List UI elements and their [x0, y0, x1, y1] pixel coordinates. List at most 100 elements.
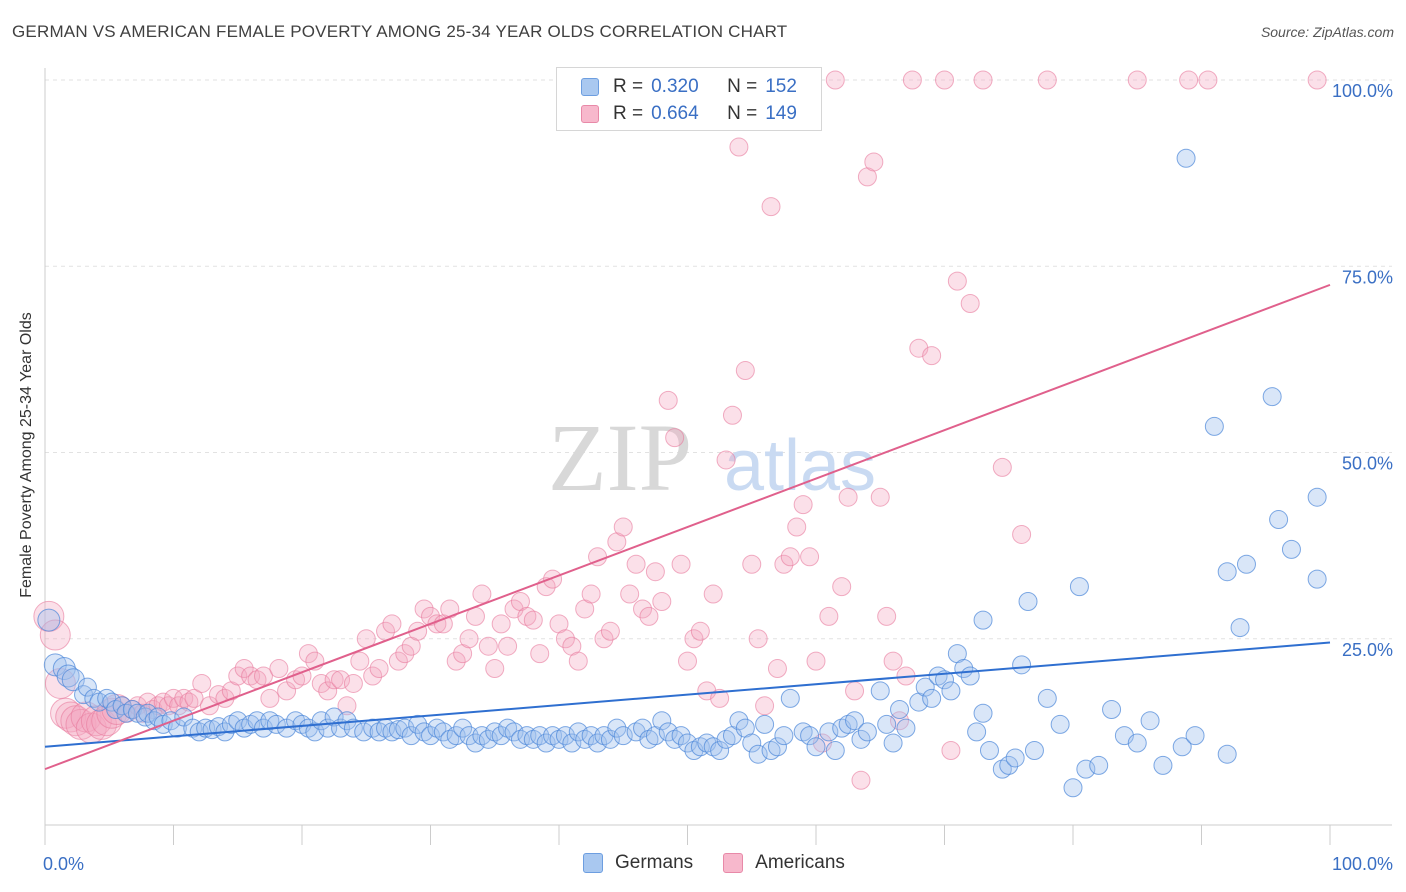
germans-point: [883, 733, 903, 753]
germans-point: [1012, 655, 1032, 675]
americans-point: [665, 428, 685, 448]
americans-point: [1012, 524, 1032, 544]
germans-point: [755, 714, 775, 734]
germans-point: [716, 729, 736, 749]
germans-trend-line: [44, 641, 1331, 748]
germans-point: [678, 733, 697, 753]
americans-point: [825, 70, 845, 90]
americans-point: [555, 629, 575, 649]
germans-point: [600, 729, 620, 749]
germans-point: [729, 711, 749, 731]
americans-point: [716, 450, 736, 470]
germans-point: [1005, 748, 1025, 768]
americans-point: [947, 271, 967, 291]
americans-point: [851, 770, 871, 790]
americans-point: [459, 629, 479, 649]
americans-point: [1179, 70, 1199, 90]
legend-r-value: 0.664: [651, 103, 699, 124]
germans-point: [890, 700, 910, 720]
americans-point: [350, 651, 370, 671]
americans-point: [864, 152, 884, 172]
legend-r-label: R =: [613, 76, 644, 97]
germans-point: [1262, 387, 1282, 407]
americans-point: [626, 554, 646, 574]
americans-point: [639, 606, 659, 626]
legend-n-label: N =: [727, 103, 758, 124]
americans-point: [440, 599, 460, 619]
americans-trend-line: [44, 283, 1331, 771]
germans-point: [780, 688, 800, 708]
americans-point: [600, 621, 620, 641]
germans-point: [485, 722, 505, 742]
germans-point: [748, 744, 768, 764]
legend-swatch-germans: [581, 78, 599, 96]
germans-point: [1069, 577, 1089, 597]
germans-point: [260, 711, 280, 731]
americans-point: [498, 636, 518, 656]
americans-point: [787, 517, 807, 537]
germans-point: [1172, 737, 1192, 757]
legend-r-label: R =: [613, 103, 644, 124]
americans-point: [311, 673, 331, 693]
americans-point: [388, 651, 408, 671]
americans-point: [742, 554, 762, 574]
americans-point: [690, 621, 710, 641]
legend-n-value: 149: [765, 103, 797, 124]
americans-point: [485, 659, 505, 679]
germans-point: [665, 729, 685, 749]
germans-point: [562, 733, 582, 753]
germans-point: [639, 729, 659, 749]
americans-point: [179, 692, 199, 712]
germans-point: [857, 722, 877, 742]
germans-point: [1204, 416, 1224, 436]
germans-point: [652, 711, 672, 731]
americans-point: [613, 517, 633, 537]
americans-point: [369, 659, 389, 679]
germans-point: [742, 733, 762, 753]
germans-point: [555, 726, 575, 746]
germans-point: [472, 726, 492, 746]
americans-point: [883, 651, 903, 671]
germans-point: [1089, 755, 1109, 775]
germans-point: [1050, 714, 1070, 734]
germans-point: [343, 718, 363, 738]
germans-point: [1018, 592, 1038, 611]
germans-point: [973, 703, 993, 723]
americans-point: [755, 696, 775, 716]
germans-point: [1217, 744, 1237, 764]
bottom-legend: Germans Americans: [583, 852, 875, 874]
germans-point: [1281, 539, 1301, 559]
germans-point: [408, 714, 428, 734]
germans-point: [478, 729, 498, 749]
trend-lines: [44, 283, 1331, 771]
americans-point: [318, 681, 338, 701]
bottom-legend-americans: Americans: [723, 852, 845, 874]
y-tick-label: 25.0%: [1342, 640, 1393, 660]
legend-n-value: 152: [765, 76, 797, 97]
germans-point: [77, 677, 97, 697]
americans-point: [174, 688, 194, 708]
germans-point: [1236, 554, 1256, 574]
x-tick-label: 0.0%: [43, 854, 84, 874]
americans-point: [935, 70, 954, 90]
germans-point: [710, 741, 730, 760]
germans-point: [967, 722, 987, 742]
americans-point: [832, 577, 852, 597]
americans-point: [324, 670, 344, 690]
germans-point: [806, 737, 826, 757]
germans-point: [305, 722, 325, 742]
germans-point: [1024, 741, 1044, 760]
americans-point: [337, 696, 357, 716]
tick-labels: 25.0% 50.0% 75.0% 100.0% 0.0% 100.0%: [43, 81, 1393, 874]
source-label: Source: ZipAtlas.com: [1260, 24, 1394, 40]
germans-point: [1230, 618, 1250, 638]
americans-point: [148, 696, 168, 716]
germans-point: [941, 681, 961, 701]
germans-point: [1185, 726, 1205, 746]
germans-point: [979, 741, 999, 760]
americans-point: [710, 688, 730, 708]
americans-point: [658, 390, 678, 410]
germans-point: [324, 707, 344, 727]
americans-point: [819, 606, 839, 626]
germans-point: [825, 741, 845, 760]
